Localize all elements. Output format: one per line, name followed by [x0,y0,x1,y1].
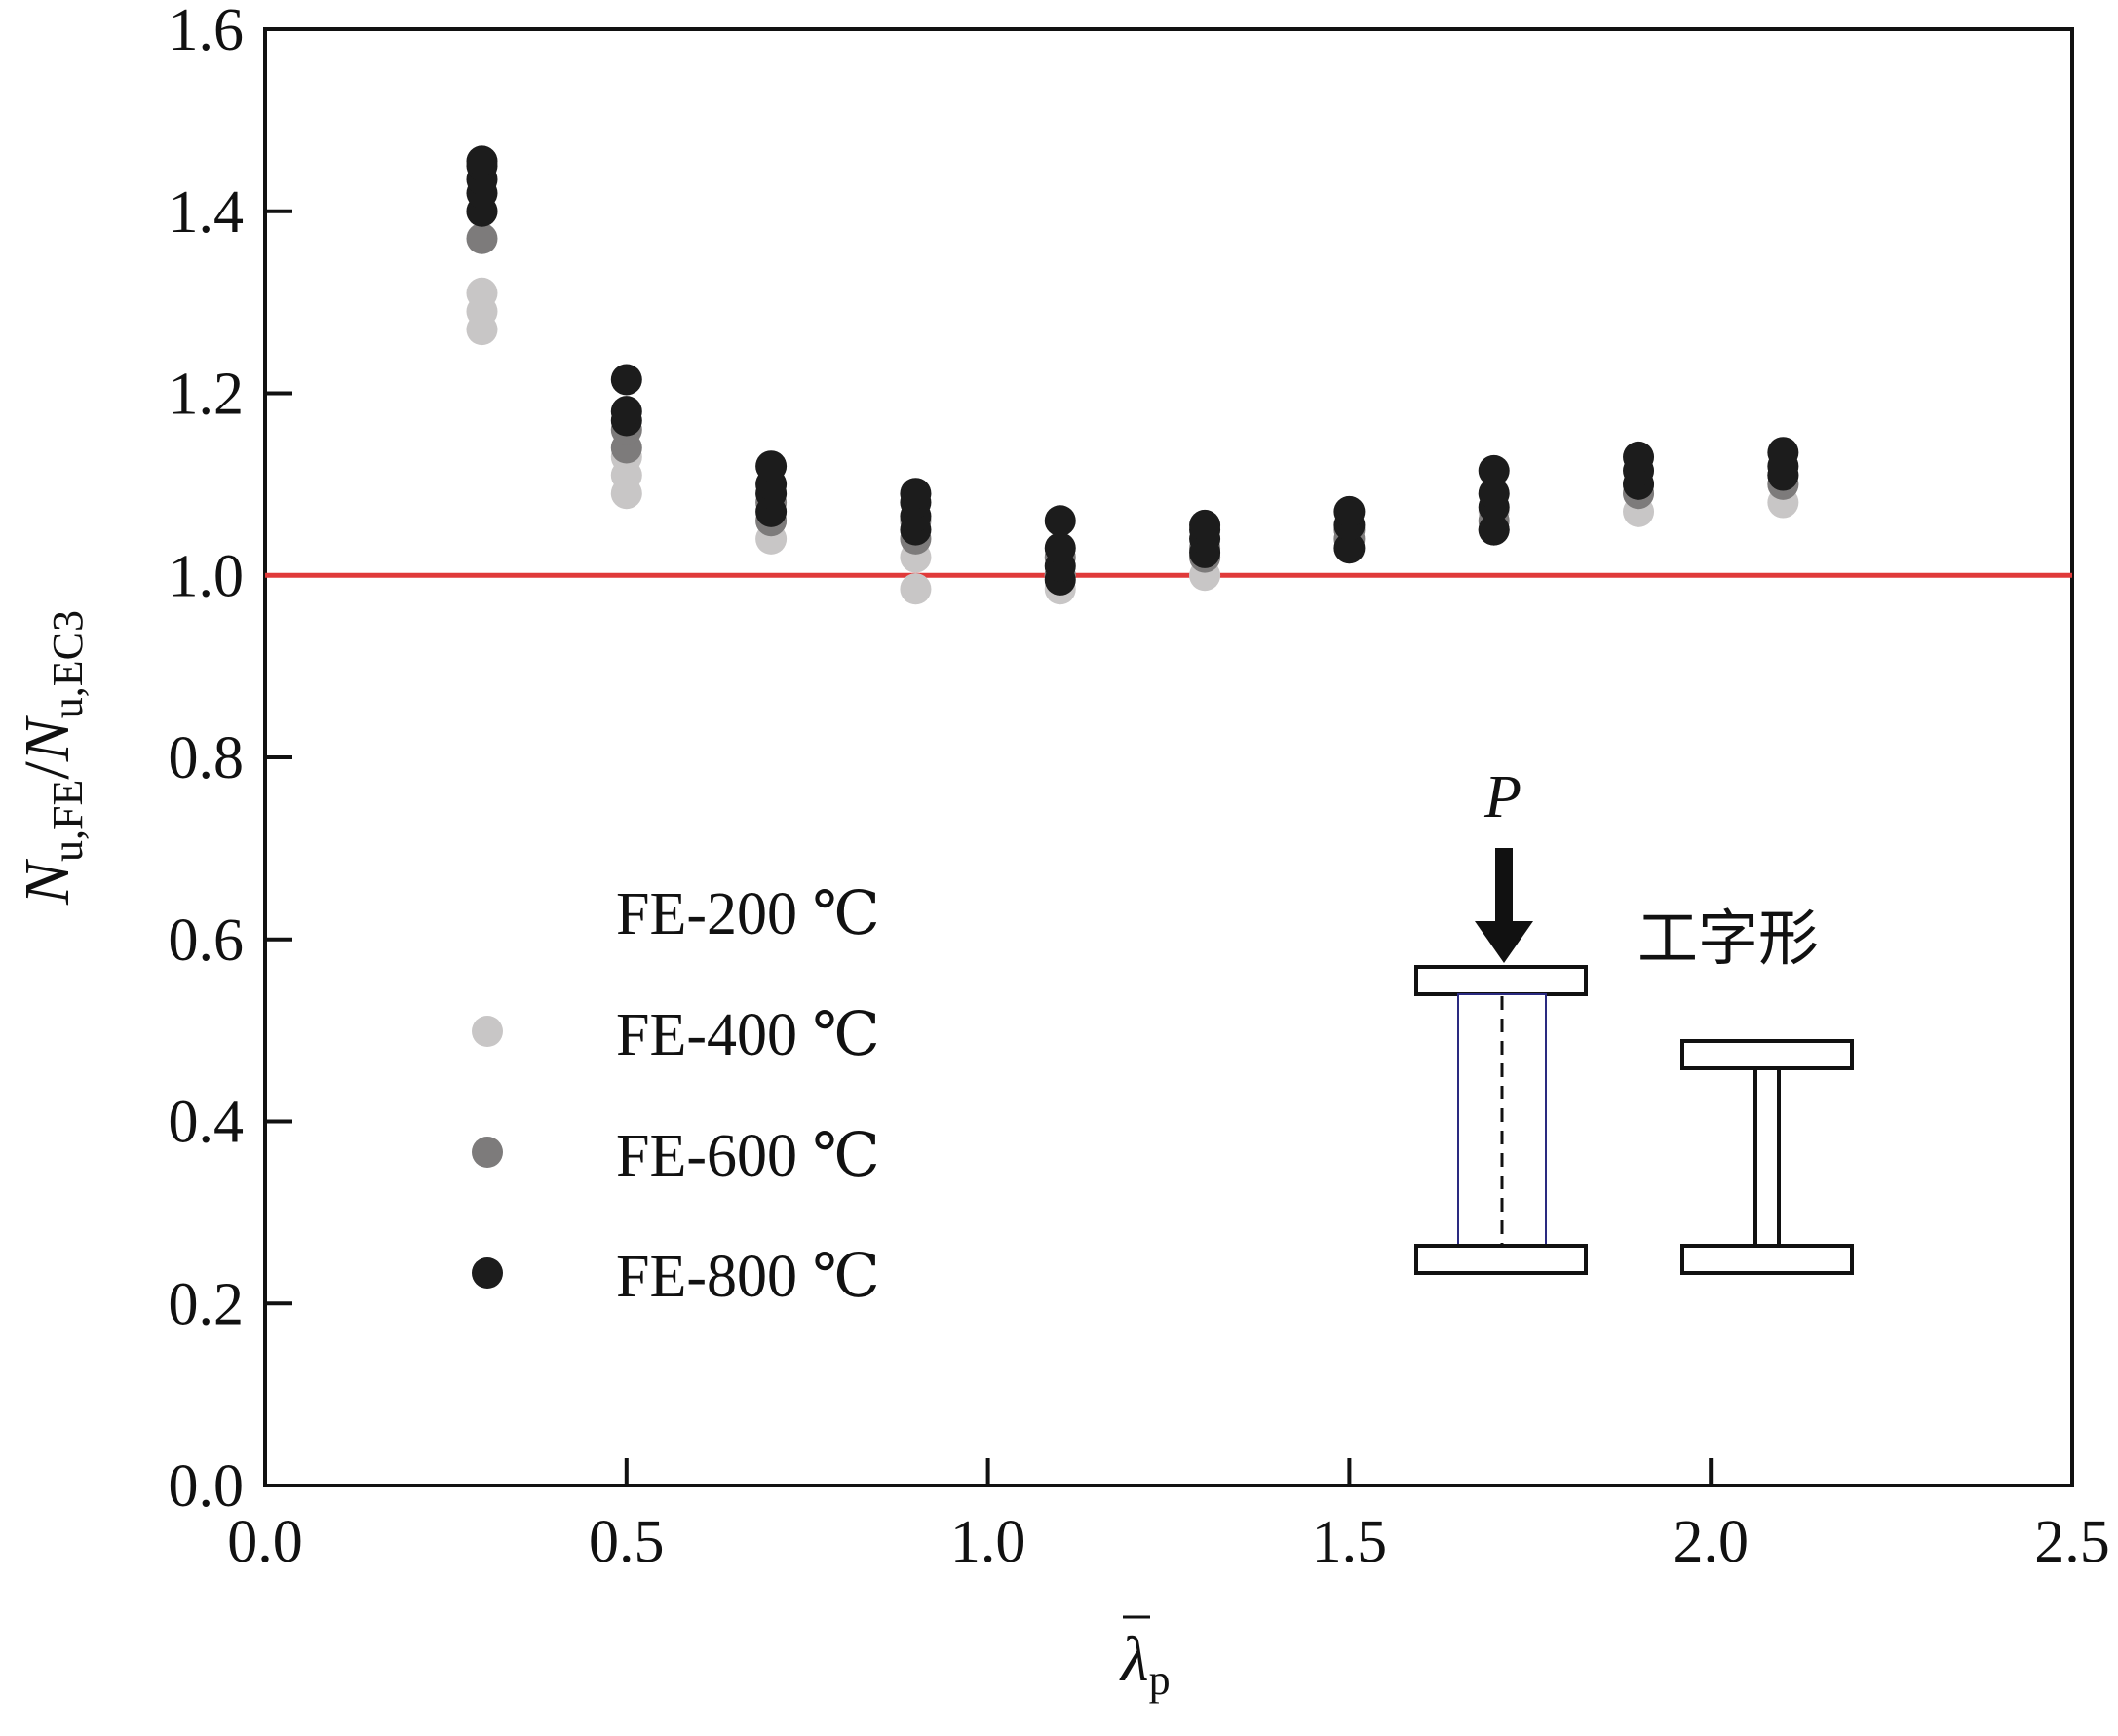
y-label-slash: / [12,761,83,780]
x-tick-label: 1.0 [950,1509,1026,1575]
data-point [1333,495,1366,527]
x-tick-label: 0.0 [227,1509,303,1575]
y-label-sub2: u,EC3 [44,610,92,718]
data-points [466,145,1799,605]
x-label-text: λp [1119,1624,1171,1704]
y-tick-label: 1.6 [169,0,245,63]
data-point [466,222,498,254]
y-tick-label: 0.6 [169,907,245,974]
load-arrow-shaft [1495,848,1513,926]
legend-marker [472,895,503,926]
data-point [610,364,642,396]
x-label-main: λ [1119,1624,1149,1695]
data-point [610,396,642,428]
y-axis-label: Nu,FE/Nu,EC3 [12,610,92,906]
series-3 [466,145,1799,596]
data-point [1623,441,1655,473]
data-point [755,450,788,482]
x-label-sub: p [1149,1656,1171,1704]
data-point [466,277,498,309]
column-top-flange [1414,965,1588,996]
legend-label: FE-400 ℃ [616,1002,880,1068]
series-0 [466,277,1799,605]
x-tick-label: 2.5 [2034,1509,2110,1575]
y-tick-label: 1.2 [169,362,245,428]
section-top-flange [1680,1039,1854,1070]
legend: FE-200 ℃ FE-400 ℃ FE-600 ℃ FE-800 ℃ [472,881,880,1310]
y-label-sub1: u,FE [44,780,92,862]
x-tick-label: 0.5 [589,1509,665,1575]
y-label-n2: N [12,714,83,762]
data-point [466,145,498,177]
load-arrow-head [1475,921,1533,963]
column-bottom-flange [1414,1244,1588,1275]
data-point [1478,478,1510,510]
series-1 [466,277,1799,605]
inset-diagram: P 工字形 [1414,764,1854,1275]
y-tick-label: 0.0 [169,1453,245,1520]
legend-label: FE-600 ℃ [616,1123,880,1189]
y-tick-label: 0.2 [169,1271,245,1337]
x-tick-label: 2.0 [1673,1509,1749,1575]
y-tick-label: 1.4 [169,179,245,246]
data-point [1044,505,1076,537]
axis-ticks: 0.0 0.5 1.0 1.5 2.0 2.5 0.0 0.2 0.4 0.6 0.8 1.0 1.2 1… [169,0,2110,1575]
legend-marker [472,1016,503,1047]
data-point [1478,514,1510,546]
y-tick-label: 0.8 [169,725,245,791]
y-tick-label: 1.0 [169,543,245,609]
legend-marker [472,1257,503,1289]
load-label: P [1483,764,1521,830]
series-2 [466,195,1799,592]
section-bottom-flange [1680,1244,1854,1275]
data-point [1044,532,1076,564]
data-point [1767,437,1799,469]
legend-label: FE-200 ℃ [616,881,880,947]
data-point [900,573,932,605]
data-point [1189,509,1221,541]
legend-label: FE-800 ℃ [616,1244,880,1310]
data-point [1478,454,1510,486]
legend-marker [472,1137,503,1168]
y-tick-label: 0.4 [169,1090,245,1156]
x-axis-label: λp [1119,1615,1171,1704]
section-label: 工字形 [1637,907,1819,973]
y-label-n1: N [12,858,83,906]
data-point [1333,532,1366,564]
data-point [900,478,932,510]
x-tick-label: 1.5 [1312,1509,1388,1575]
section-web [1753,1066,1781,1248]
